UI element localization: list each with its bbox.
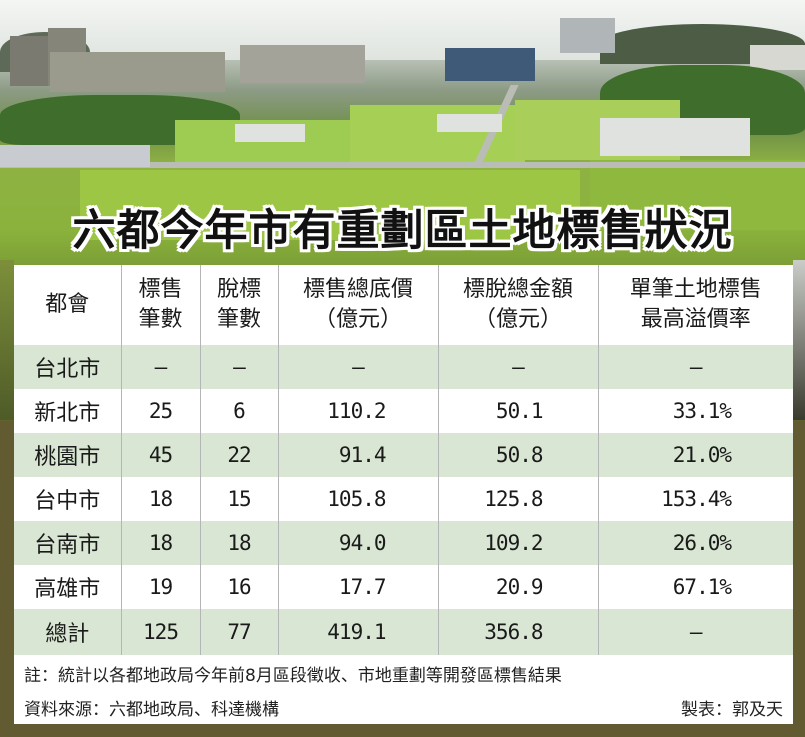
paved-lot — [235, 124, 305, 142]
table-row: 新北市 25 6 110.2 50.1 33.1% — [14, 389, 793, 433]
cell-listed: 18 — [120, 477, 200, 521]
cell-reserve-total: – — [277, 345, 438, 389]
cell-city: 總計 — [14, 609, 121, 655]
table-row: 台北市 – – – – – — [14, 345, 793, 389]
cell-city: 新北市 — [34, 401, 101, 426]
data-source: 資料來源：六都地政局、科達機構 — [24, 700, 279, 720]
field — [590, 160, 805, 230]
cell-max-premium: – — [597, 609, 793, 655]
cell-sold-total: 20.9 — [437, 565, 598, 609]
cell-reserve-total: 94.0 — [277, 521, 438, 565]
footnote: 註：統計以各都地政局今年前8月區段徵收、市地重劃等開發區標售結果 — [24, 666, 562, 686]
cell-reserve-total: 105.8 — [277, 477, 438, 521]
building — [445, 48, 535, 81]
table-row: 台南市 18 18 94.0 109.2 26.0% — [14, 521, 793, 565]
cell-sold-total: 356.8 — [437, 609, 598, 655]
cell-sold: 15 — [199, 477, 278, 521]
cell-city: 高雄市 — [34, 577, 101, 602]
cell-max-premium: 33.1% — [597, 389, 793, 433]
cell-sold-total: 125.8 — [437, 477, 598, 521]
cell-listed: 18 — [120, 521, 200, 565]
cell-reserve-total: 91.4 — [277, 433, 438, 477]
cell-max-premium: 153.4% — [597, 477, 793, 521]
header-sold-count: 脫標 筆數 — [199, 265, 278, 345]
cell-sold: – — [199, 345, 278, 389]
cell-reserve-total: 419.1 — [277, 609, 438, 655]
photo-edge-left — [0, 260, 14, 420]
cell-listed: 19 — [120, 565, 200, 609]
header-listed-count: 標售 筆數 — [120, 265, 200, 345]
paved-lot — [437, 114, 502, 132]
header-reserve-total: 標售總底價 （億元） — [277, 265, 438, 345]
parking-lot — [0, 145, 150, 167]
table-row: 台中市 18 15 105.8 125.8 153.4% — [14, 477, 793, 521]
cell-listed: 45 — [120, 433, 200, 477]
chart-credit: 製表：郭及天 — [681, 700, 783, 720]
building — [750, 45, 805, 70]
cell-sold-total: 50.1 — [437, 389, 598, 433]
cell-max-premium: 26.0% — [597, 521, 793, 565]
cell-reserve-total: 17.7 — [277, 565, 438, 609]
cell-sold-total: – — [437, 345, 598, 389]
table-row: 桃園市 45 22 91.4 50.8 21.0% — [14, 433, 793, 477]
cell-sold-total: 109.2 — [437, 521, 598, 565]
header-city: 都會 — [14, 265, 121, 345]
land-sale-table: 都會 標售 筆數 脫標 筆數 標售總底價 （億元） 標脫總金額 （億元） 單筆土地標售最… — [14, 265, 793, 655]
building — [10, 36, 50, 86]
data-panel: 都會 標售 筆數 脫標 筆數 標售總底價 （億元） 標脫總金額 （億元） 單筆土地標售最… — [14, 265, 793, 724]
cell-sold-total: 50.8 — [437, 433, 598, 477]
cell-sold: 18 — [199, 521, 278, 565]
cell-sold: 6 — [199, 389, 278, 433]
road — [0, 162, 805, 168]
cell-listed: – — [120, 345, 200, 389]
cell-max-premium: 67.1% — [597, 565, 793, 609]
cell-max-premium: 21.0% — [597, 433, 793, 477]
cell-listed: 125 — [120, 609, 200, 655]
field — [80, 170, 580, 240]
header-sold-total: 標脫總金額 （億元） — [437, 265, 598, 345]
header-row: 都會 標售 筆數 脫標 筆數 標售總底價 （億元） 標脫總金額 （億元） 單筆土地標售最… — [14, 265, 793, 345]
table-row: 高雄市 19 16 17.7 20.9 67.1% — [14, 565, 793, 609]
cell-city: 台中市 — [34, 489, 101, 514]
cell-city: 台北市 — [14, 345, 121, 389]
photo-edge-right — [793, 260, 805, 420]
chart-title: 六都今年市有重劃區土地標售狀況 — [72, 206, 733, 256]
building — [240, 45, 365, 83]
header-max-premium: 單筆土地標售 最高溢價率 — [597, 265, 793, 345]
cell-reserve-total: 110.2 — [277, 389, 438, 433]
total-row: 總計 125 77 419.1 356.8 – — [14, 609, 793, 655]
cell-city: 桃園市 — [14, 433, 121, 477]
building — [50, 52, 225, 92]
cell-city: 台南市 — [14, 521, 121, 565]
cell-sold: 77 — [199, 609, 278, 655]
cell-listed: 25 — [120, 389, 200, 433]
cell-sold: 22 — [199, 433, 278, 477]
parking-lot — [600, 118, 750, 156]
cell-max-premium: – — [597, 345, 793, 389]
building — [560, 18, 615, 53]
cell-sold: 16 — [199, 565, 278, 609]
